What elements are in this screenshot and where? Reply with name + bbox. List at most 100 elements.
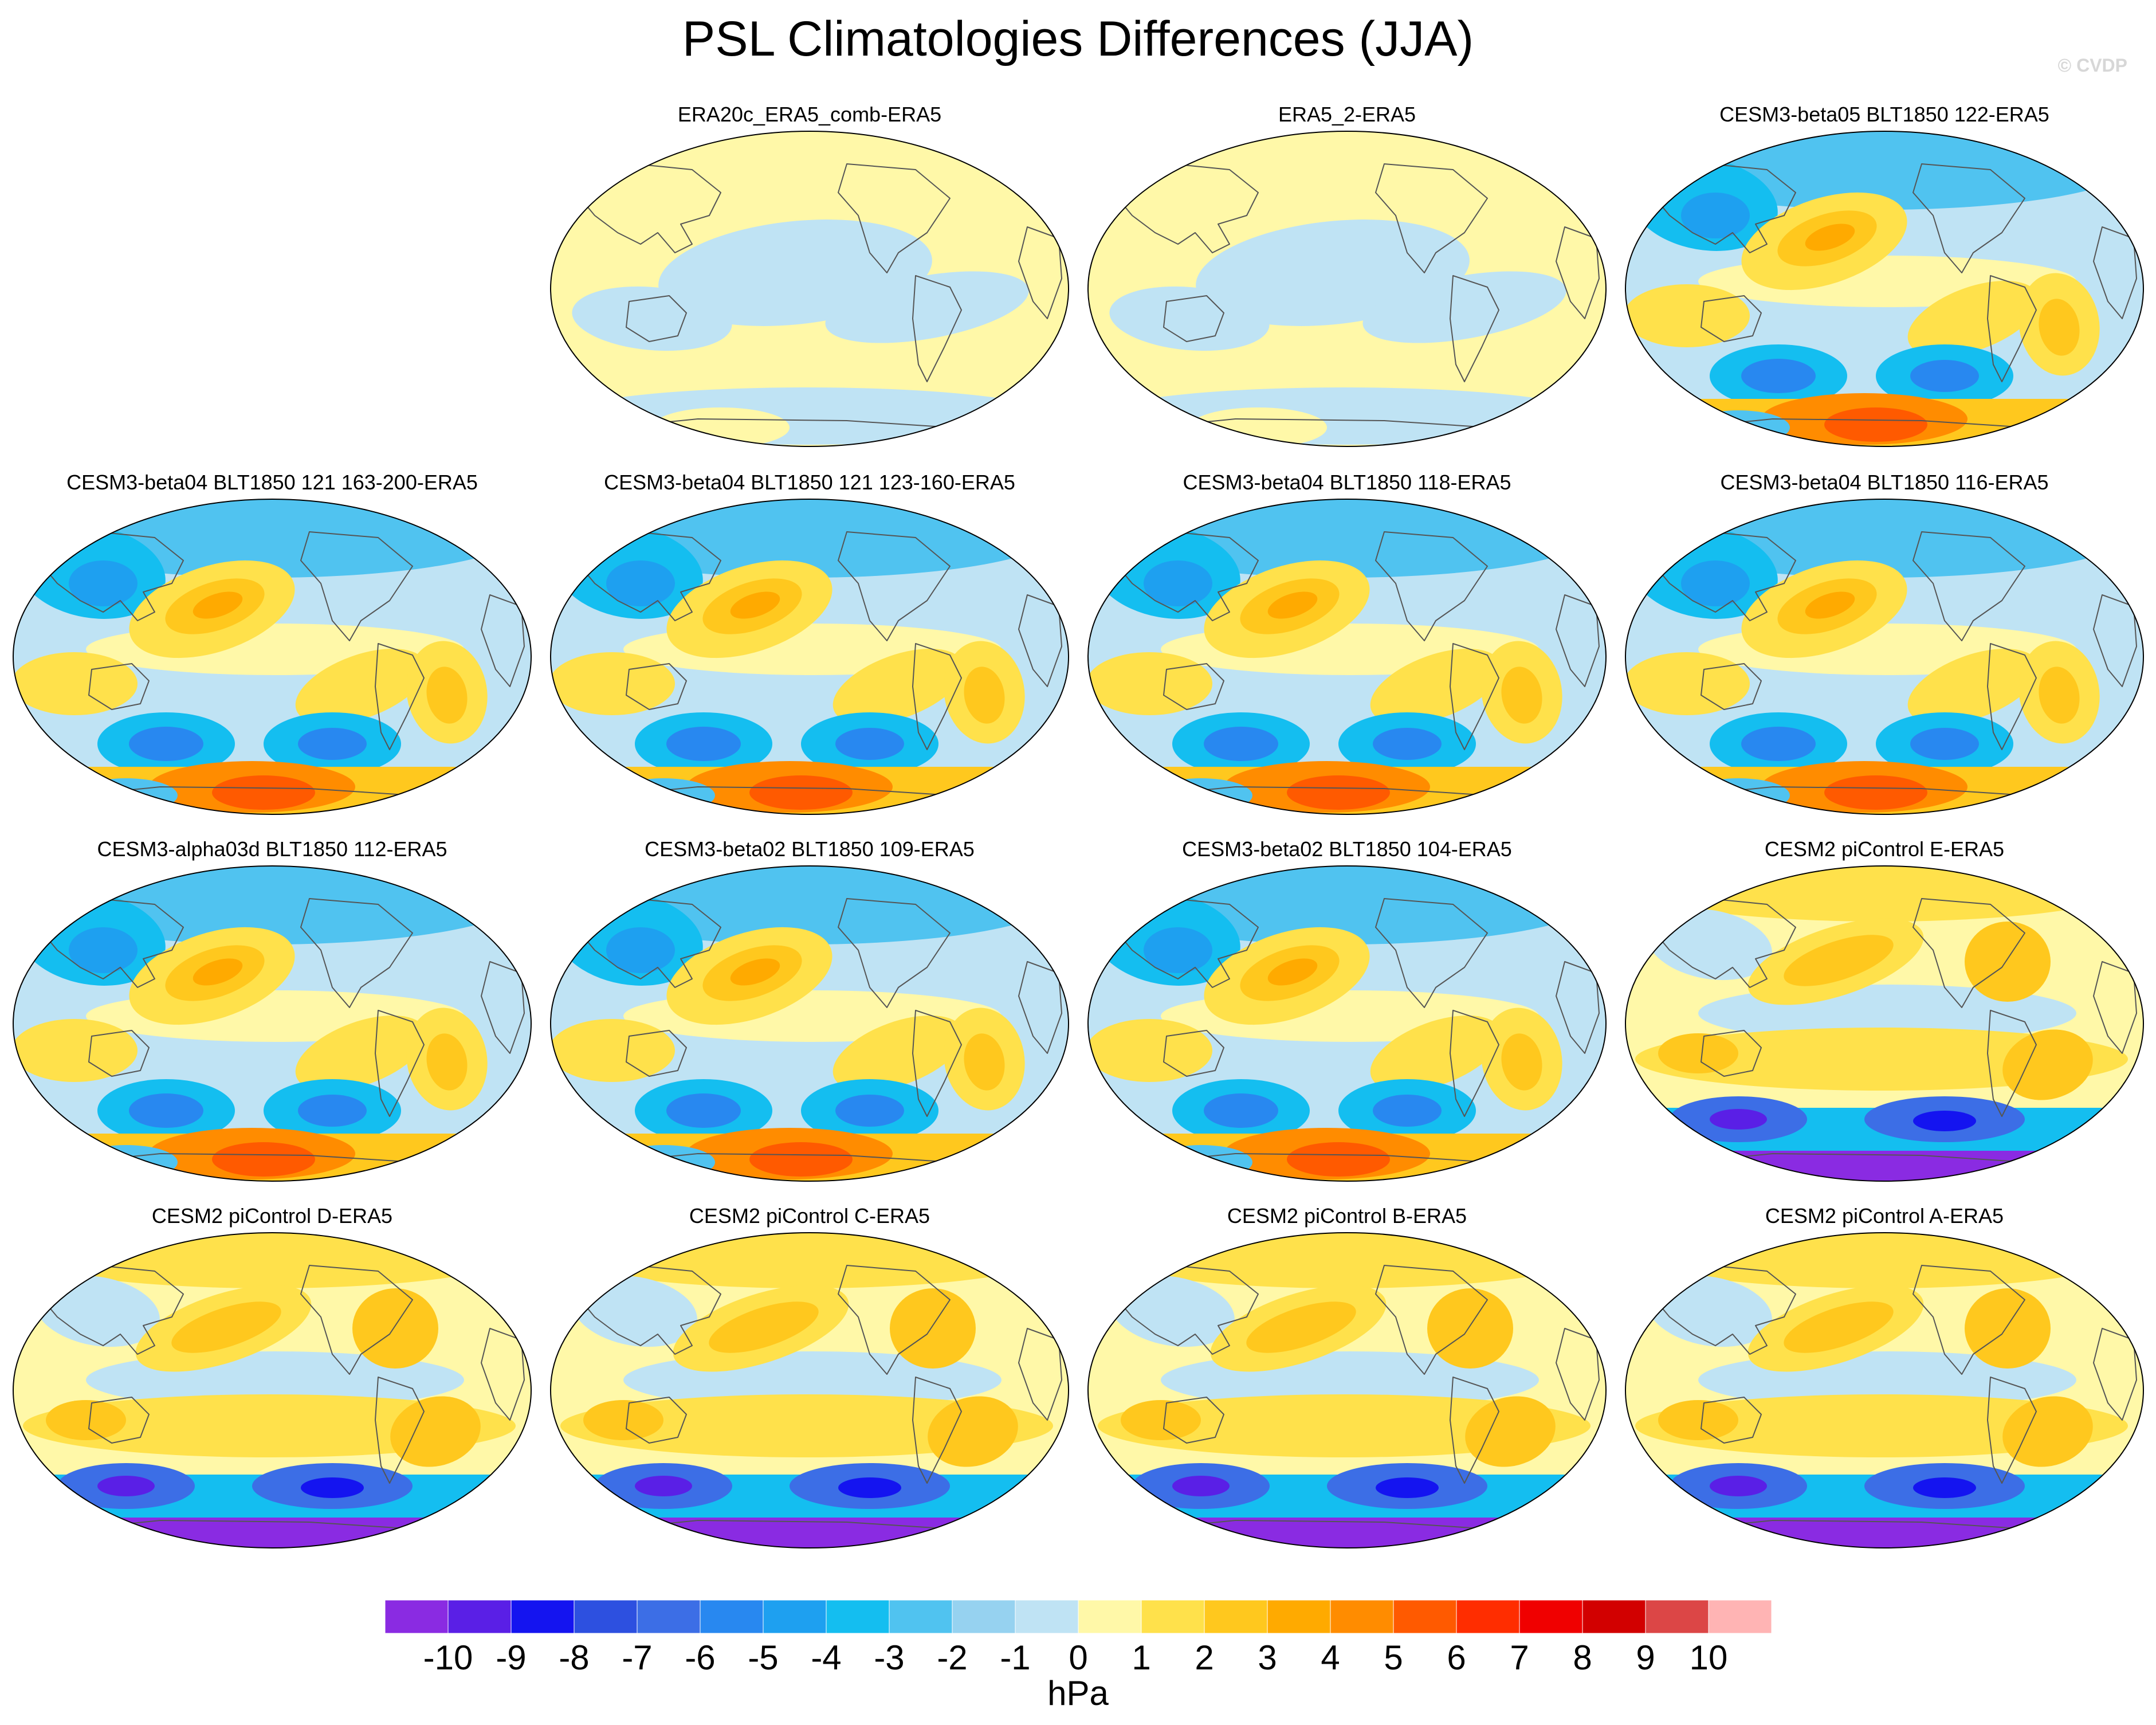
asia-outline xyxy=(580,531,721,621)
north-america-outline xyxy=(1912,898,2025,1008)
colorbar-swatch xyxy=(700,1600,764,1634)
south-indian-positive-core xyxy=(583,1400,663,1440)
pressure-field xyxy=(1625,499,2143,814)
panel-title: CESM2 piControl E-ERA5 xyxy=(1764,837,2005,861)
asia-core-negative xyxy=(1144,927,1212,973)
colorbar-tick-label: -1 xyxy=(1000,1638,1031,1677)
colorbar-tick-label: 7 xyxy=(1510,1638,1529,1677)
south-atlantic-core xyxy=(2039,299,2080,356)
australia-outline xyxy=(1701,1397,1762,1444)
north-america-outline xyxy=(1912,163,2025,273)
south-atlantic-core xyxy=(1501,1033,1542,1091)
panel-title: ERA20c_ERA5_comb-ERA5 xyxy=(677,103,942,126)
south-indian-positive-core xyxy=(1121,1400,1201,1440)
australia-outline xyxy=(1163,1397,1224,1444)
antarctic-positive-peak xyxy=(212,775,315,810)
southern-low-east-core xyxy=(1910,728,1979,760)
asia-outline xyxy=(1655,898,1796,988)
australia-outline xyxy=(88,1030,150,1077)
asia-outline xyxy=(1117,1265,1259,1355)
pressure-field xyxy=(13,866,531,1181)
north-pacific-high-peak xyxy=(730,591,780,619)
antarctic-positive-peak xyxy=(749,775,853,810)
south-pacific-positive xyxy=(1370,1016,1502,1091)
colorbar-tick-label: -4 xyxy=(811,1638,842,1677)
antarctic-positive-peak xyxy=(749,1142,853,1177)
australia-outline xyxy=(88,1397,150,1444)
southern-low-west-core xyxy=(666,1093,741,1128)
south-indian-positive xyxy=(1088,652,1212,715)
southern-low-west-core xyxy=(1741,359,1816,393)
colorbar-tick-label: -3 xyxy=(874,1638,905,1677)
north-pacific-positive-core xyxy=(1246,1301,1356,1353)
map-border xyxy=(13,1232,532,1548)
south-indian-positive xyxy=(1625,652,1750,715)
southern-low-east-core xyxy=(835,728,904,760)
map-border xyxy=(1087,131,1607,447)
pressure-field xyxy=(551,866,1069,1181)
colorbar-swatch xyxy=(1582,1600,1646,1634)
colorbar-swatch xyxy=(1330,1600,1394,1634)
southern-low-east-core xyxy=(298,728,367,760)
north-america-outline xyxy=(1375,1265,1488,1375)
south-indian-positive xyxy=(1625,284,1750,347)
chart-title: PSL Climatologies Differences (JJA) xyxy=(682,11,1474,66)
colorbar-swatch xyxy=(1393,1600,1457,1634)
south-america-outline xyxy=(1450,643,1499,750)
pressure-field xyxy=(1088,1233,1606,1548)
map-border xyxy=(1625,499,2144,815)
colorbar-tick-label: 5 xyxy=(1384,1638,1403,1677)
panel-title: CESM3-beta04 BLT1850 121 123-160-ERA5 xyxy=(604,471,1015,494)
south-pacific-positive xyxy=(832,649,964,724)
southern-low-east-core xyxy=(1913,1111,1976,1131)
colorbar-tick-label: 6 xyxy=(1447,1638,1466,1677)
south-atlantic-negative xyxy=(825,271,1029,343)
map-border xyxy=(1625,865,2144,1182)
pressure-field xyxy=(1625,1233,2143,1548)
antarctic-negative-patch xyxy=(612,1145,715,1179)
panel-map xyxy=(550,865,1069,1182)
south-america-outline xyxy=(375,1377,425,1484)
colorbar-swatch xyxy=(447,1600,512,1634)
south-atlantic-positive-core xyxy=(1465,1396,1556,1467)
antarctic-negative-patch xyxy=(1687,778,1790,813)
australia-outline xyxy=(1163,663,1224,710)
southern-low-west-core xyxy=(1710,1109,1767,1130)
antarctic-positive-peak xyxy=(212,1142,315,1177)
asia-core-negative xyxy=(69,927,138,973)
antarctic-negative-patch xyxy=(74,1145,178,1179)
australia-outline xyxy=(626,1397,687,1444)
colorbar-swatch xyxy=(1519,1600,1583,1634)
north-pacific-positive-core xyxy=(171,1301,281,1353)
north-atlantic-positive xyxy=(352,1288,438,1369)
south-america-outline xyxy=(1450,1377,1499,1484)
asia-outline xyxy=(580,1265,721,1355)
panel-title: CESM2 piControl C-ERA5 xyxy=(689,1204,930,1228)
panel-title: CESM3-beta05 BLT1850 122-ERA5 xyxy=(1719,103,2049,126)
colorbar-swatch xyxy=(1708,1600,1772,1634)
antarctic-positive xyxy=(1189,407,1327,446)
asia-outline xyxy=(1117,898,1259,988)
southern-ocean-negative xyxy=(560,387,1053,445)
antarctic-positive-peak xyxy=(1287,1142,1390,1177)
panel-map xyxy=(1625,1232,2144,1548)
southern-low-west-core xyxy=(1172,1476,1230,1496)
map-border xyxy=(1087,499,1607,815)
pressure-field xyxy=(1088,499,1606,814)
north-america-outline xyxy=(1375,163,1488,273)
south-indian-positive-core xyxy=(1658,1400,1738,1440)
southern-low-west-core xyxy=(129,727,203,761)
north-atlantic-positive xyxy=(1965,922,2051,1002)
colorbar-swatch xyxy=(763,1600,827,1634)
colorbar-swatch xyxy=(1141,1600,1205,1634)
panel-map xyxy=(13,499,532,815)
antarctic-negative-band xyxy=(551,1518,1069,1548)
asia-core-negative xyxy=(69,560,138,606)
south-america-outline xyxy=(912,1377,962,1484)
southern-low-east-core xyxy=(301,1477,364,1498)
south-indian-positive xyxy=(551,1019,675,1082)
south-indian-positive xyxy=(13,1019,138,1082)
colorbar-swatch xyxy=(385,1600,449,1634)
southern-ocean-negative xyxy=(1098,387,1591,445)
north-america-outline xyxy=(838,531,951,641)
